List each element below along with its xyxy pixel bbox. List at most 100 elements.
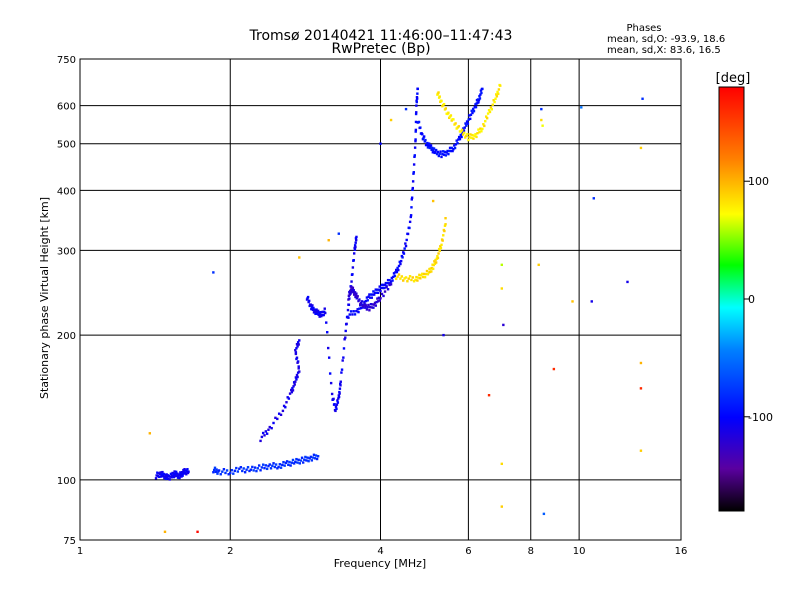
echo-point: [174, 470, 178, 474]
echo-point: [359, 306, 363, 310]
echo-point: [434, 151, 437, 154]
echo-point: [477, 98, 481, 102]
echo-point: [352, 259, 355, 262]
echo-point: [495, 95, 499, 98]
echo-point: [354, 294, 358, 297]
echo-point: [430, 266, 434, 270]
echo-point: [437, 91, 440, 94]
echo-point: [461, 127, 465, 130]
echo-point: [222, 468, 226, 471]
echo-point: [392, 275, 395, 279]
echo-point: [414, 278, 417, 282]
echo-point: [639, 387, 643, 390]
y-tick-label: 400: [57, 186, 76, 197]
echo-point: [350, 280, 353, 283]
echo-point: [467, 118, 470, 121]
echo-point: [402, 252, 406, 255]
echo-point: [249, 468, 253, 471]
echo-point: [467, 138, 470, 142]
echo-point: [299, 459, 303, 462]
echo-point: [365, 308, 369, 311]
echo-point: [337, 394, 341, 397]
echo-point: [442, 102, 446, 106]
echo-point: [355, 309, 358, 313]
echo-point: [542, 512, 546, 516]
echo-point: [354, 295, 357, 299]
echo-point: [389, 118, 393, 122]
echo-point: [590, 300, 593, 303]
colorbar-tick-label: 100: [748, 175, 769, 188]
echo-point: [367, 303, 370, 307]
echo-point: [492, 99, 495, 102]
echo-point: [380, 283, 384, 287]
echo-point: [289, 464, 292, 467]
echo-point: [282, 460, 285, 464]
echo-point: [354, 238, 358, 242]
echo-point: [396, 266, 399, 270]
echo-point: [483, 124, 486, 128]
echo-point: [357, 299, 360, 303]
echo-point: [348, 313, 351, 316]
colorbar-tick-label: 0: [748, 293, 755, 306]
x-tick-label: 2: [227, 546, 233, 557]
echo-point: [414, 112, 418, 116]
x-tick-label: 8: [528, 546, 534, 557]
echo-point: [337, 397, 340, 400]
echo-point: [295, 356, 299, 359]
echo-point: [373, 303, 376, 306]
echo-point: [412, 172, 415, 175]
echo-point: [470, 136, 473, 140]
echo-point: [469, 113, 473, 116]
echo-point: [241, 469, 244, 473]
echo-point: [387, 282, 391, 285]
echo-point: [264, 464, 268, 467]
y-tick-label: 100: [57, 476, 76, 487]
echo-point: [416, 279, 419, 282]
echo-point: [352, 289, 355, 292]
echo-point: [314, 454, 318, 457]
echo-point: [410, 278, 413, 282]
echo-point: [433, 260, 436, 263]
echo-point: [292, 462, 296, 465]
echo-point: [394, 277, 398, 281]
echo-point: [473, 105, 476, 109]
echo-point: [465, 120, 469, 123]
echo-point: [267, 464, 270, 468]
echo-point: [378, 299, 381, 302]
echo-point: [444, 107, 448, 110]
echo-point: [402, 251, 405, 254]
echo-point: [358, 298, 361, 301]
echo-point: [398, 260, 401, 264]
echo-point: [448, 116, 451, 120]
echo-point: [333, 403, 336, 406]
echo-point: [409, 215, 412, 219]
echo-point: [277, 465, 280, 469]
colorbar-label: [deg]: [716, 71, 751, 86]
echo-point: [431, 267, 435, 271]
echo-point: [473, 134, 476, 137]
echo-point: [416, 92, 419, 95]
echo-point: [416, 87, 419, 91]
echo-point: [354, 245, 357, 249]
echo-point: [426, 141, 429, 145]
echo-point: [296, 360, 300, 363]
echo-point: [227, 473, 230, 476]
echo-point: [181, 474, 184, 477]
echo-point: [340, 368, 344, 371]
echo-point: [428, 267, 431, 271]
echo-point: [287, 463, 290, 467]
echo-point: [235, 466, 238, 470]
echo-point: [306, 456, 309, 459]
echo-point: [167, 474, 171, 478]
echo-point: [448, 149, 451, 153]
echo-point: [468, 117, 472, 121]
echo-point: [386, 288, 390, 291]
echo-point: [540, 107, 543, 111]
echo-point: [163, 530, 167, 534]
echo-point: [426, 273, 430, 276]
echo-point: [353, 244, 357, 247]
echo-point: [500, 287, 504, 290]
echo-point: [540, 118, 543, 122]
echo-point: [305, 459, 308, 462]
echo-point: [319, 310, 322, 314]
